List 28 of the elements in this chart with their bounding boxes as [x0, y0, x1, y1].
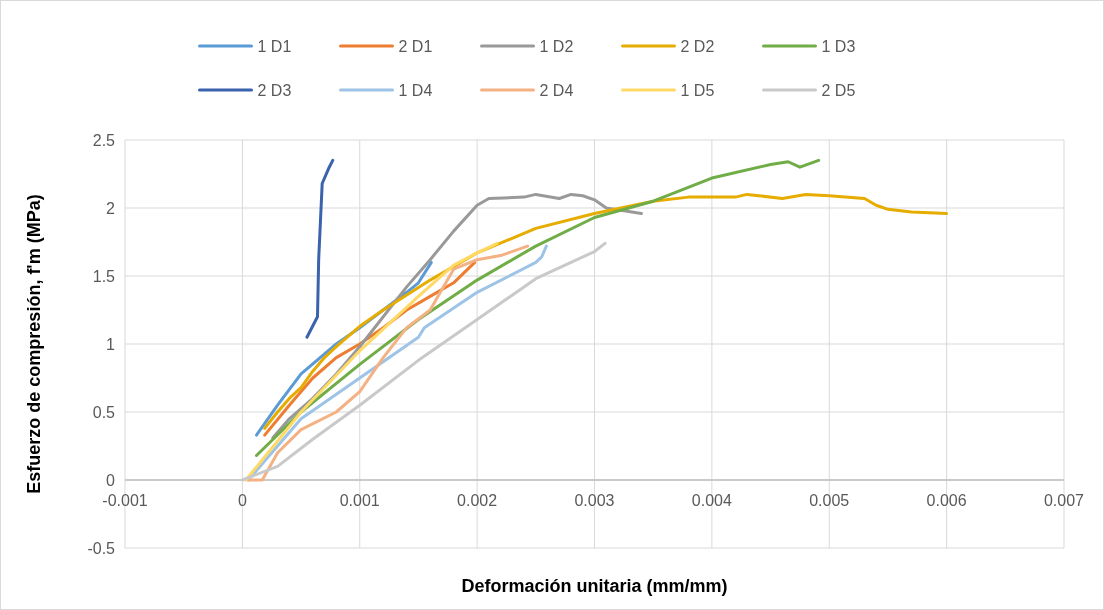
- x-tick-label: 0.007: [1043, 491, 1085, 509]
- x-tick-label: 0.004: [691, 491, 732, 509]
- legend-label: 2 D3: [257, 81, 292, 99]
- y-tick-label: 0: [106, 471, 116, 489]
- legend-label: 2 D1: [398, 37, 433, 55]
- x-tick-label: 0.002: [457, 491, 498, 509]
- y-tick-label: 1: [106, 335, 116, 353]
- x-tick-label: 0.003: [574, 491, 615, 509]
- x-axis-title: Deformación unitaria (mm/mm): [461, 576, 728, 596]
- legend-label: 2 D2: [680, 37, 715, 55]
- legend-label: 1 D4: [398, 81, 433, 99]
- legend-label: 1 D3: [821, 37, 856, 55]
- legend-label: 1 D5: [680, 81, 715, 99]
- legend-label: 2 D4: [539, 81, 574, 99]
- x-tick-label: 0.006: [926, 491, 967, 509]
- y-tick-label: 2: [106, 199, 116, 217]
- y-tick-label: 2.5: [92, 131, 116, 149]
- y-tick-label: 0.5: [92, 403, 116, 421]
- y-axis-title: Esfuerzo de compresión, f'm (MPa): [24, 194, 44, 494]
- legend-label: 2 D5: [821, 81, 856, 99]
- legend-label: 1 D2: [539, 37, 574, 55]
- y-tick-label: 1.5: [92, 267, 116, 285]
- x-tick-label: -0.001: [102, 491, 148, 509]
- legend-label: 1 D1: [257, 37, 292, 55]
- x-tick-label: 0.001: [339, 491, 380, 509]
- y-tick-label: -0.5: [87, 539, 116, 557]
- x-tick-label: 0.005: [809, 491, 850, 509]
- x-tick-label: 0: [237, 491, 247, 509]
